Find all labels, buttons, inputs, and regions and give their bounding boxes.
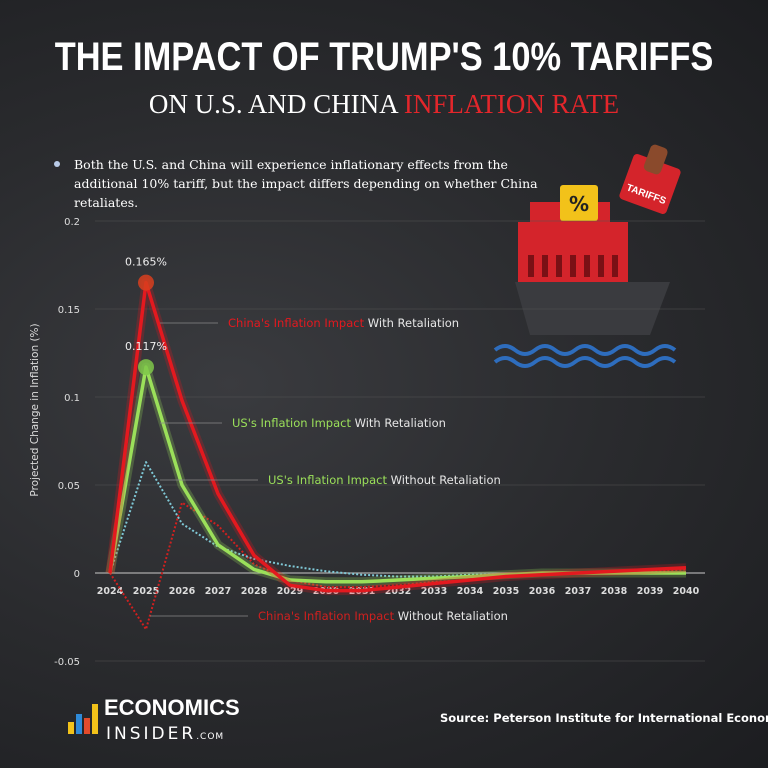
peak-label: 0.117% — [125, 340, 167, 353]
x-tick-label: 2025 — [133, 586, 159, 597]
legend-label: China's Inflation Impact With Retaliatio… — [228, 316, 459, 330]
page-subtitle: ON U.S. AND CHINA INFLATION RATE — [0, 88, 768, 120]
peak-marker — [138, 274, 154, 291]
y-axis-label: Projected Change in Inflation (%) — [29, 323, 41, 496]
x-tick-label: 2026 — [169, 586, 196, 597]
legend-label-rest: Without Retaliation — [394, 609, 508, 623]
legend-label: US's Inflation Impact Without Retaliatio… — [268, 473, 501, 487]
ship-hull — [515, 282, 670, 335]
waves-icon — [493, 344, 677, 368]
legend-label-colored: US's Inflation Impact — [232, 416, 351, 430]
x-tick-label: 2028 — [241, 586, 268, 597]
legend-label-colored: China's Inflation Impact — [258, 609, 395, 623]
container-slats — [528, 255, 618, 277]
peak-marker — [138, 359, 154, 376]
legend-label-colored: US's Inflation Impact — [268, 473, 387, 487]
legend-label-rest: With Retaliation — [351, 416, 446, 430]
legend-label-colored: China's Inflation Impact — [228, 316, 365, 330]
logo-bars-icon — [68, 704, 98, 734]
x-tick-label: 2032 — [385, 586, 411, 597]
source-text: Source: Peterson Institute for Internati… — [440, 711, 768, 725]
legend-label-rest: Without Retaliation — [387, 473, 501, 487]
x-tick-label: 2039 — [637, 586, 663, 597]
x-tick-label: 2029 — [277, 586, 303, 597]
logo-line1: ECONOMICS — [104, 695, 240, 720]
x-tick-label: 2034 — [457, 586, 484, 597]
x-tick-label: 2037 — [565, 586, 591, 597]
legend-label-rest: With Retaliation — [364, 316, 459, 330]
y-tick-label: 0 — [74, 569, 80, 580]
logo-suffix: .COM — [196, 732, 225, 742]
logo-line2: INSIDER.COM — [106, 724, 224, 747]
subtitle-accent: INFLATION RATE — [403, 89, 620, 119]
x-tick-label: 2035 — [493, 586, 519, 597]
page-title: THE IMPACT OF TRUMP'S 10% TARIFFS — [54, 35, 714, 79]
subtitle-plain: ON U.S. AND CHINA — [148, 89, 404, 119]
legend-label: US's Inflation Impact With Retaliation — [232, 416, 446, 430]
logo-line2-main: INSIDER — [106, 724, 197, 744]
inflation-line-chart: 0.2 0.15 0.1 0.05 0 -0.05 2024 2025 2026 2027 2028… — [29, 217, 705, 668]
x-tick-label: 2027 — [205, 586, 231, 597]
y-tick-label: 0.05 — [58, 481, 80, 492]
legend-label: China's Inflation Impact Without Retalia… — [258, 609, 508, 623]
peak-label: 0.165% — [125, 256, 167, 269]
y-tick-label: -0.05 — [54, 657, 80, 668]
percent-badge — [560, 185, 598, 221]
x-tick-label: 2033 — [421, 586, 447, 597]
x-tick-label: 2036 — [529, 586, 556, 597]
percent-icon: % — [569, 192, 589, 216]
y-tick-label: 0.1 — [64, 393, 80, 404]
x-tick-label: 2038 — [601, 586, 628, 597]
tariff-ship-illustration: TARIFFS % — [493, 144, 681, 368]
y-tick-label: 0.2 — [64, 217, 80, 228]
y-tick-label: 0.15 — [58, 305, 80, 316]
bullet-note: Both the U.S. and China will experience … — [54, 155, 544, 212]
x-tick-label: 2024 — [97, 586, 124, 597]
stamp-icon: TARIFFS — [619, 144, 681, 214]
x-tick-label: 2040 — [673, 586, 700, 597]
economics-insider-logo: ECONOMICS INSIDER.COM — [66, 696, 240, 744]
